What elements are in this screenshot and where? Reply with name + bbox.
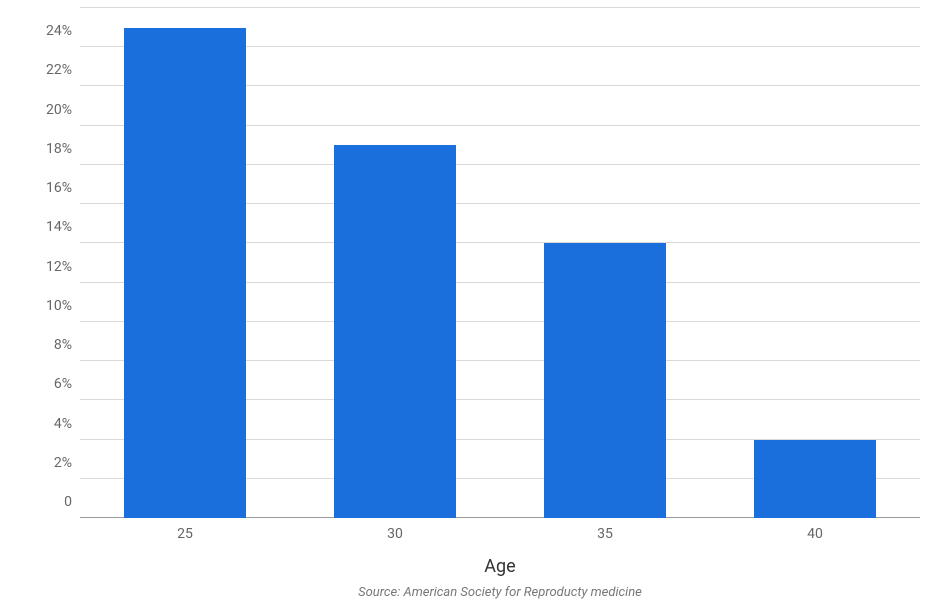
bar [754, 440, 876, 518]
source-caption: Source: American Society for Reproducty … [80, 585, 920, 600]
y-tick-label: 16% [28, 180, 72, 196]
y-tick-label: 12% [28, 259, 72, 275]
bar-slot [500, 8, 710, 518]
y-tick-label: 0 [28, 494, 72, 510]
y-tick-label: 22% [28, 62, 72, 78]
y-tick-label: 20% [28, 102, 72, 118]
bar [334, 145, 456, 518]
y-tick-label: 8% [28, 337, 72, 353]
y-tick-label: 6% [28, 376, 72, 392]
bar [124, 28, 246, 518]
y-tick-label: 2% [28, 455, 72, 471]
x-tick-label: 35 [500, 518, 710, 546]
y-tick-label: 18% [28, 141, 72, 157]
bar-slot [290, 8, 500, 518]
x-tick-label: 25 [80, 518, 290, 546]
plot-area: 02%4%6%8%10%12%14%16%18%20%22%24%26% [80, 8, 920, 518]
y-tick-label: 4% [28, 416, 72, 432]
x-tick-label: 40 [710, 518, 920, 546]
bars-container [80, 8, 920, 518]
x-axis: 25303540 [80, 518, 920, 546]
y-tick-label: 24% [28, 23, 72, 39]
bar [544, 243, 666, 518]
y-tick-label: 14% [28, 219, 72, 235]
bar-chart: 02%4%6%8%10%12%14%16%18%20%22%24%26% 253… [0, 0, 950, 614]
y-tick-label: 10% [28, 298, 72, 314]
x-axis-label: Age [80, 556, 920, 577]
x-tick-label: 30 [290, 518, 500, 546]
bar-slot [80, 8, 290, 518]
bar-slot [710, 8, 920, 518]
